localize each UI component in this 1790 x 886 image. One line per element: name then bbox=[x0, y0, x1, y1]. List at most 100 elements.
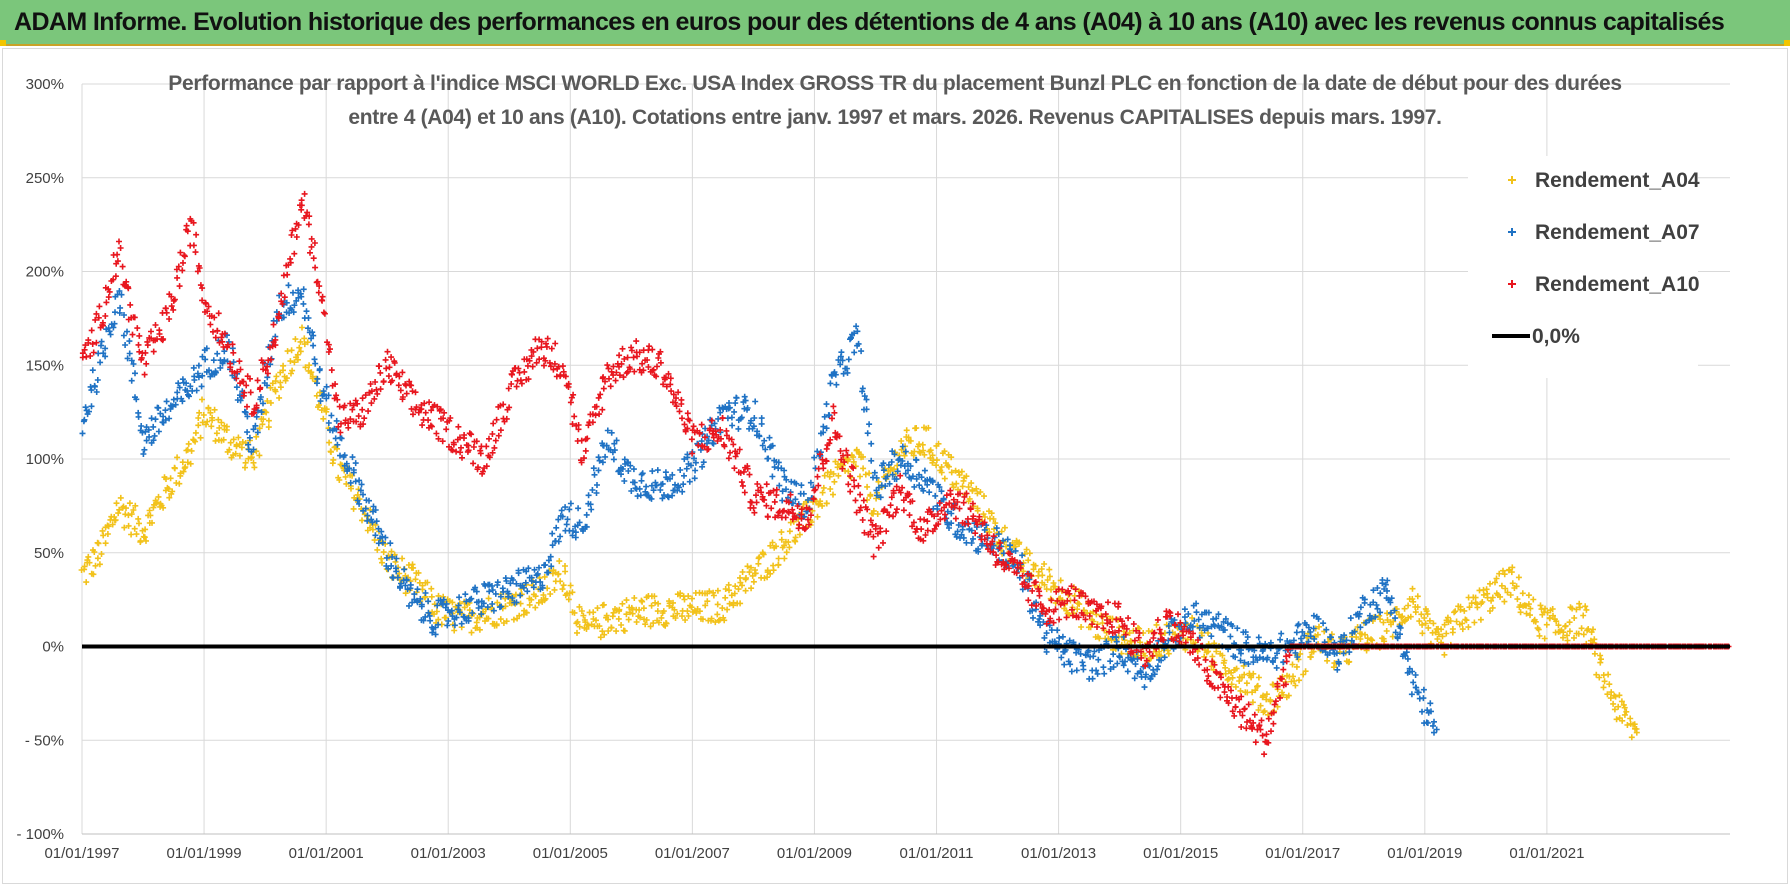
point-rendement_a04 bbox=[1555, 622, 1562, 629]
point-rendement_a04 bbox=[195, 415, 202, 421]
point-rendement_a07 bbox=[418, 603, 425, 610]
point-rendement_a10 bbox=[600, 374, 607, 381]
legend-item-rendement-a10[interactable]: Rendement_A10 bbox=[1508, 273, 1700, 296]
point-rendement_a07 bbox=[1394, 635, 1401, 642]
point-rendement_a07 bbox=[877, 494, 884, 501]
point-rendement_a04 bbox=[326, 439, 333, 446]
point-rendement_a10 bbox=[841, 459, 848, 466]
legend-item-rendement-a04[interactable]: Rendement_A04 bbox=[1508, 169, 1700, 192]
point-rendement_a07 bbox=[613, 437, 620, 444]
point-rendement_a07 bbox=[217, 364, 224, 371]
point-rendement_a04 bbox=[1525, 592, 1532, 599]
chart-frame bbox=[2, 48, 1788, 884]
point-rendement_a10 bbox=[972, 530, 979, 537]
point-rendement_a10 bbox=[857, 491, 864, 498]
x-tick-label: 01/01/2005 bbox=[533, 845, 608, 862]
point-rendement_a07 bbox=[735, 425, 742, 432]
point-rendement_a10 bbox=[1100, 625, 1107, 632]
point-rendement_a04 bbox=[304, 339, 311, 346]
point-rendement_a07 bbox=[686, 478, 693, 485]
point-rendement_a10 bbox=[1258, 717, 1265, 724]
point-rendement_a07 bbox=[733, 394, 740, 401]
point-rendement_a10 bbox=[1187, 634, 1194, 641]
point-rendement_a10 bbox=[202, 299, 209, 306]
point-rendement_a04 bbox=[1550, 612, 1556, 619]
point-rendement_a04 bbox=[1619, 717, 1626, 724]
point-rendement_a07 bbox=[300, 300, 307, 307]
point-rendement_a10 bbox=[349, 406, 356, 413]
point-rendement_a04 bbox=[259, 421, 266, 428]
point-rendement_a10 bbox=[993, 552, 1000, 559]
point-rendement_a10 bbox=[533, 359, 540, 366]
point-rendement_a10 bbox=[806, 521, 812, 528]
point-rendement_a10 bbox=[801, 526, 808, 533]
point-rendement_a04 bbox=[814, 513, 821, 520]
point-rendement_a10 bbox=[441, 409, 448, 416]
point-rendement_a10 bbox=[759, 493, 766, 500]
point-rendement_a10 bbox=[1025, 597, 1032, 604]
point-rendement_a10 bbox=[974, 521, 981, 528]
series-rendement_a07 bbox=[79, 282, 1440, 736]
point-rendement_a04 bbox=[132, 502, 139, 509]
point-rendement_a07 bbox=[970, 535, 976, 542]
point-rendement_a07 bbox=[1336, 660, 1342, 667]
point-rendement_a10 bbox=[174, 274, 181, 281]
point-rendement_a10 bbox=[1283, 658, 1290, 665]
point-rendement_a07 bbox=[128, 377, 135, 384]
point-rendement_a04 bbox=[541, 573, 548, 580]
point-rendement_a10 bbox=[408, 405, 415, 412]
point-rendement_a04 bbox=[735, 586, 742, 593]
point-rendement_a04 bbox=[817, 498, 824, 505]
point-rendement_a04 bbox=[726, 600, 733, 607]
point-rendement_a04 bbox=[1290, 673, 1296, 680]
point-rendement_a04 bbox=[619, 600, 626, 607]
point-rendement_a04 bbox=[117, 494, 124, 501]
point-rendement_a04 bbox=[435, 616, 442, 623]
point-rendement_a07 bbox=[619, 466, 626, 472]
point-rendement_a04 bbox=[706, 588, 713, 595]
point-rendement_a07 bbox=[1113, 638, 1120, 645]
point-rendement_a10 bbox=[631, 368, 638, 375]
point-rendement_a07 bbox=[378, 528, 385, 535]
point-rendement_a07 bbox=[1299, 628, 1306, 635]
point-rendement_a04 bbox=[1571, 634, 1577, 641]
point-rendement_a04 bbox=[1046, 573, 1053, 580]
point-rendement_a10 bbox=[794, 503, 801, 509]
point-rendement_a10 bbox=[960, 499, 967, 506]
point-rendement_a10 bbox=[389, 377, 396, 384]
point-rendement_a07 bbox=[667, 475, 673, 482]
point-rendement_a04 bbox=[1504, 589, 1511, 596]
point-rendement_a07 bbox=[731, 408, 738, 415]
legend[interactable]: Rendement_A04Rendement_A07Rendement_A100… bbox=[1468, 156, 1700, 378]
point-rendement_a04 bbox=[517, 600, 524, 607]
point-rendement_a07 bbox=[160, 413, 167, 420]
point-rendement_a07 bbox=[968, 540, 975, 546]
point-rendement_a07 bbox=[1193, 609, 1200, 616]
point-rendement_a04 bbox=[1582, 603, 1589, 610]
point-rendement_a10 bbox=[730, 441, 737, 448]
point-rendement_a10 bbox=[412, 389, 419, 396]
point-rendement_a04 bbox=[1598, 656, 1604, 663]
point-rendement_a10 bbox=[1003, 561, 1010, 568]
point-rendement_a07 bbox=[1334, 666, 1341, 673]
point-rendement_a04 bbox=[153, 499, 160, 506]
point-rendement_a07 bbox=[187, 383, 194, 390]
point-rendement_a04 bbox=[126, 500, 133, 507]
point-rendement_a07 bbox=[798, 482, 805, 489]
point-rendement_a07 bbox=[1391, 607, 1398, 614]
point-rendement_a10 bbox=[906, 491, 913, 498]
point-rendement_a04 bbox=[1613, 716, 1620, 723]
point-rendement_a07 bbox=[866, 421, 873, 428]
point-rendement_a07 bbox=[1120, 662, 1127, 669]
point-rendement_a04 bbox=[503, 618, 510, 625]
point-rendement_a07 bbox=[513, 599, 520, 606]
point-rendement_a10 bbox=[136, 348, 143, 355]
legend-item-rendement-a07[interactable]: Rendement_A07 bbox=[1508, 221, 1700, 244]
point-rendement_a07 bbox=[564, 516, 571, 523]
point-rendement_a04 bbox=[933, 462, 940, 469]
point-rendement_a07 bbox=[918, 474, 925, 481]
point-rendement_a04 bbox=[787, 519, 794, 526]
point-rendement_a04 bbox=[585, 622, 592, 629]
point-rendement_a07 bbox=[1101, 670, 1108, 677]
point-rendement_a10 bbox=[538, 344, 545, 351]
